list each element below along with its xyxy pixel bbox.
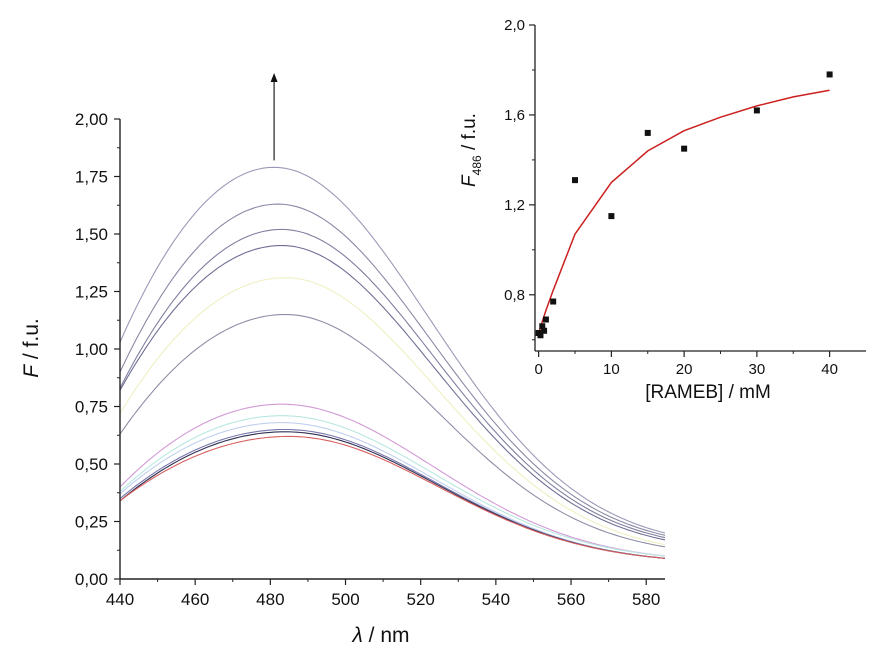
binding-isotherm-inset: 0 10 20 30 40 0,8 1,2 1,6 2,0 [RAMEB] / mM F486…: [459, 17, 866, 403]
data-point: [539, 323, 546, 330]
main-x-tick-label: 440: [106, 590, 134, 609]
data-points-group: [535, 71, 833, 339]
main-y-tick-labels: 0,00 0,25 0,50 0,75 1,00 1,25 1,50 1,75 2,00: [75, 110, 108, 589]
main-y-tick-label: 1,00: [75, 340, 108, 359]
increase-arrow-icon: [270, 73, 278, 161]
main-y-tick-label: 1,50: [75, 225, 108, 244]
inset-x-tick-label: 10: [603, 361, 620, 378]
spectrum-series-8: [119, 415, 666, 557]
spectrum-series-7: [119, 403, 666, 557]
y-axis-title: F / f.u.: [20, 318, 43, 378]
y-axis-symbol: F: [20, 364, 43, 378]
inset-axes: [529, 24, 866, 357]
inset-y-axis-symbol: F: [459, 174, 480, 187]
inset-y-axis-subscript: 486: [470, 155, 484, 175]
data-point: [608, 213, 615, 220]
main-x-tick-label: 520: [407, 590, 435, 609]
main-x-tick-labels: 440 460 480 500 520 540 560 580: [106, 590, 661, 609]
inset-x-tick-label: 30: [749, 361, 766, 378]
fit-line: [537, 89, 830, 334]
data-point: [644, 129, 651, 136]
main-x-tick-label: 580: [632, 590, 660, 609]
data-point: [537, 332, 544, 339]
inset-x-tick-labels: 0 10 20 30 40: [534, 361, 838, 378]
spectrum-series-10: [119, 428, 666, 559]
spectrum-series-11: [119, 431, 666, 559]
main-axes: [114, 118, 665, 585]
y-axis-unit: / f.u.: [20, 318, 43, 365]
main-y-tick-label: 0,00: [75, 570, 108, 589]
main-x-tick-label: 540: [482, 590, 510, 609]
fluorescence-spectra-chart: 440 460 480 500 520 540 560 580 0,00 0,25 0,50 0,7…: [20, 73, 666, 647]
inset-x-tick-label: 0: [534, 361, 542, 378]
main-x-tick-label: 560: [557, 590, 585, 609]
spectrum-series-4: [119, 244, 666, 541]
inset-y-axis-title: F486 / f.u.: [459, 113, 484, 187]
data-point: [541, 327, 548, 334]
x-axis-title: λ / nm: [351, 624, 409, 647]
data-point: [681, 145, 688, 152]
main-y-tick-label: 0,75: [75, 398, 108, 417]
inset-x-axis-title: [RAMEB] / mM: [645, 382, 771, 403]
main-y-tick-label: 1,75: [75, 168, 108, 187]
spectrum-series-6: [119, 313, 666, 548]
spectrum-series-3: [119, 228, 666, 539]
main-y-tick-label: 2,00: [75, 110, 108, 129]
spectrum-series-9: [119, 422, 666, 559]
inset-y-tick-labels: 0,8 1,2 1,6 2,0: [504, 17, 525, 304]
data-point: [550, 298, 557, 305]
main-y-tick-label: 0,50: [75, 455, 108, 474]
main-x-tick-label: 480: [256, 590, 284, 609]
spectrum-series-2: [119, 203, 666, 536]
inset-y-tick-label: 0,8: [504, 287, 525, 304]
spectrum-series-1: [119, 166, 666, 534]
main-x-tick-label: 460: [181, 590, 209, 609]
main-y-tick-label: 0,25: [75, 513, 108, 532]
inset-y-tick-label: 2,0: [504, 17, 525, 34]
inset-y-tick-label: 1,2: [504, 197, 525, 214]
data-point: [572, 177, 579, 184]
inset-y-tick-label: 1,6: [504, 107, 525, 124]
inset-x-tick-label: 20: [676, 361, 693, 378]
data-point: [753, 107, 760, 114]
x-axis-symbol: λ: [351, 624, 362, 647]
data-point: [542, 316, 549, 323]
spectrum-series-5: [119, 277, 666, 546]
spectra-series-group: [119, 166, 666, 559]
arrow-head: [270, 73, 278, 82]
spectrum-series-12: [119, 435, 666, 559]
inset-y-axis-unit: / f.u.: [459, 113, 480, 155]
main-y-tick-label: 1,25: [75, 283, 108, 302]
fit-curve: [537, 89, 830, 334]
main-x-tick-label: 500: [331, 590, 359, 609]
inset-x-tick-label: 40: [821, 361, 838, 378]
data-point: [826, 71, 833, 78]
x-axis-unit: / nm: [363, 624, 410, 647]
